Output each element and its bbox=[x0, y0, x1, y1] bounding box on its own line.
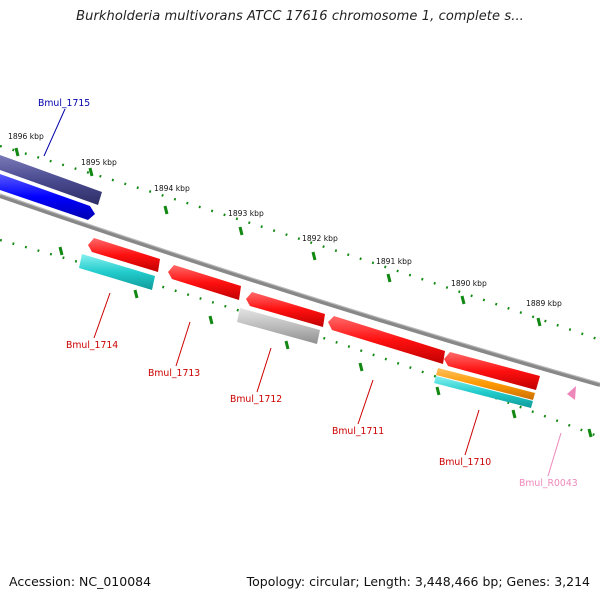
major-tick bbox=[460, 295, 466, 305]
major-tick bbox=[536, 317, 542, 327]
gene-label-bmul-1714: Bmul_1714 bbox=[66, 340, 118, 351]
callout-line-bmul-1712 bbox=[256, 347, 272, 393]
major-tick bbox=[511, 409, 517, 419]
major-ticks bbox=[14, 147, 593, 438]
pseudo-bar bbox=[237, 308, 320, 344]
major-tick bbox=[435, 386, 441, 396]
gene-label-bmul-1715: Bmul_1715 bbox=[38, 98, 90, 109]
gene-label-bmul-r0043: Bmul_R0043 bbox=[519, 478, 578, 489]
major-tick bbox=[284, 340, 290, 350]
tick-label: 1896 kbp bbox=[8, 132, 44, 141]
gene-bmul-1715[interactable] bbox=[0, 155, 102, 220]
rna-bar bbox=[434, 376, 533, 408]
genome-backbone bbox=[0, 194, 600, 387]
accession-label: Accession: NC_010084 bbox=[9, 574, 152, 589]
rna-arrow bbox=[567, 386, 576, 400]
tick-labels: 1896 kbp 1895 kbp 1894 kbp 1893 kbp 1892… bbox=[8, 132, 562, 308]
cds-arrow bbox=[168, 265, 241, 300]
gene-bmul-1710[interactable] bbox=[434, 352, 540, 408]
gene-labels: Bmul_1715 Bmul_1714 Bmul_1713 Bmul_1712 … bbox=[38, 98, 578, 489]
tick-label: 1890 kbp bbox=[451, 279, 487, 288]
gene-label-bmul-1712: Bmul_1712 bbox=[230, 394, 282, 405]
gene-bmul-1713[interactable] bbox=[168, 265, 241, 300]
callout-lines bbox=[43, 108, 562, 477]
gene-bmul-r0043[interactable] bbox=[567, 386, 576, 400]
gene-label-bmul-1710: Bmul_1710 bbox=[439, 457, 491, 468]
major-tick bbox=[14, 147, 20, 157]
major-tick bbox=[587, 428, 593, 438]
cds-arrow bbox=[444, 352, 540, 390]
topology-label: Topology: circular; Length: 3,448,466 bp… bbox=[246, 574, 590, 589]
gene-label-bmul-1713: Bmul_1713 bbox=[148, 368, 200, 379]
cds-arrow bbox=[88, 238, 160, 272]
major-tick bbox=[133, 289, 139, 299]
tick-label: 1895 kbp bbox=[81, 158, 117, 167]
cds-arrow bbox=[0, 174, 95, 220]
major-tick bbox=[88, 167, 94, 177]
tick-label: 1894 kbp bbox=[154, 184, 190, 193]
tick-label: 1889 kbp bbox=[526, 299, 562, 308]
map-title: Burkholderia multivorans ATCC 17616 chro… bbox=[76, 9, 524, 24]
gene-bar bbox=[0, 155, 102, 205]
trna-bar bbox=[436, 368, 535, 400]
major-tick bbox=[208, 315, 214, 325]
callout-line-bmul-1715 bbox=[43, 108, 66, 157]
gene-bmul-1711[interactable] bbox=[328, 316, 445, 364]
major-tick bbox=[358, 362, 364, 372]
tick-label: 1893 kbp bbox=[228, 209, 264, 218]
major-tick bbox=[386, 273, 392, 283]
major-tick bbox=[238, 226, 244, 236]
callout-line-bmul-1714 bbox=[93, 292, 111, 339]
callout-line-bmul-1711 bbox=[357, 379, 374, 425]
major-tick bbox=[58, 246, 64, 256]
tick-label: 1892 kbp bbox=[302, 234, 338, 243]
rna-bar bbox=[79, 254, 155, 290]
callout-line-bmul-r0043 bbox=[547, 432, 562, 477]
callout-line-bmul-1713 bbox=[175, 321, 191, 367]
gene-label-bmul-1711: Bmul_1711 bbox=[332, 426, 384, 437]
major-tick bbox=[163, 205, 169, 215]
gene-bmul-1714[interactable] bbox=[79, 238, 160, 290]
callout-line-bmul-1710 bbox=[464, 409, 480, 456]
cds-arrow bbox=[246, 292, 325, 327]
cds-arrow bbox=[328, 316, 445, 364]
tick-label: 1891 kbp bbox=[376, 257, 412, 266]
gene-bmul-1712[interactable] bbox=[237, 292, 325, 344]
major-tick bbox=[311, 251, 317, 261]
